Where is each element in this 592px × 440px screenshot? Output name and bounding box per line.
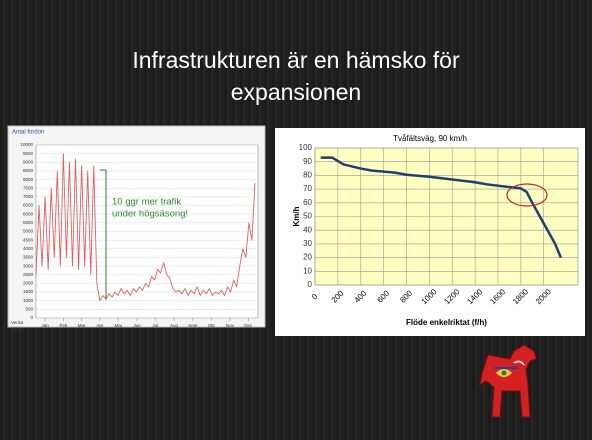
annotation: under högsäsong! bbox=[112, 209, 188, 220]
x-tick-label: Feb bbox=[59, 323, 67, 328]
x-tick-label: Aug bbox=[170, 323, 179, 328]
y-tick-label: 4500 bbox=[23, 237, 34, 242]
y-tick-label: 100 bbox=[299, 143, 313, 152]
y-tick-label: 5000 bbox=[23, 229, 34, 234]
y-tick-label: 8000 bbox=[23, 177, 34, 182]
y-tick-label: 1500 bbox=[23, 289, 34, 294]
x-tick-label: Nov bbox=[226, 323, 235, 328]
row-label: Månad bbox=[11, 326, 25, 332]
annotation: 10 ggr mer trafik bbox=[112, 197, 181, 208]
x-tick-label: Maj bbox=[114, 323, 121, 328]
charts: Antal fordon 0 500 1000 1500 2000 2500 3000 3500… bbox=[0, 0, 592, 440]
chart-title: Tvåfältsväg, 90 km/h bbox=[393, 134, 467, 143]
x-tick-label: Okt bbox=[208, 323, 216, 328]
y-tick-label: 8500 bbox=[23, 168, 34, 173]
x-tick-label: Jul bbox=[152, 323, 158, 328]
y-tick-label: 6000 bbox=[23, 211, 34, 216]
y-tick-label: 50 bbox=[303, 212, 312, 221]
y-tick-label: 5500 bbox=[23, 220, 34, 225]
y-tick-label: 80 bbox=[303, 171, 312, 180]
y-tick-label: 1000 bbox=[23, 298, 34, 303]
y-tick-label: 3000 bbox=[23, 263, 34, 268]
x-tick-label: Sept bbox=[188, 323, 198, 328]
x-tick-label: Mar bbox=[78, 323, 86, 328]
y-tick-label: 9500 bbox=[23, 151, 34, 156]
y-tick-label: 10000 bbox=[20, 142, 33, 147]
x-axis-label: Flöde enkelriktat (f/h) bbox=[406, 318, 487, 327]
y-axis-label: Km/h bbox=[292, 206, 301, 226]
y-tick-label: 6500 bbox=[23, 203, 34, 208]
y-tick-label: 2000 bbox=[23, 281, 34, 286]
y-tick-label: 3500 bbox=[23, 255, 34, 260]
y-tick-label: 70 bbox=[303, 184, 312, 193]
x-tick-label: Jan bbox=[41, 323, 49, 328]
chart-title: Antal fordon bbox=[12, 130, 44, 136]
y-tick-label: 7000 bbox=[23, 194, 34, 199]
y-tick-label: 90 bbox=[303, 157, 312, 166]
y-tick-label: 7500 bbox=[23, 185, 34, 190]
x-tick-label: Apr bbox=[96, 323, 104, 328]
y-tick-label: 20 bbox=[303, 253, 312, 262]
x-tick-label: Jun bbox=[133, 323, 141, 328]
y-tick-label: 30 bbox=[303, 239, 312, 248]
x-tick-label: Dec bbox=[244, 323, 253, 328]
y-tick-label: 40 bbox=[303, 225, 312, 234]
y-tick-label: 500 bbox=[25, 307, 33, 312]
y-tick-label: 0 bbox=[308, 280, 313, 289]
row-label: Vecka bbox=[11, 320, 24, 325]
slide: Infrastrukturen är en hämsko för expansi… bbox=[0, 0, 592, 440]
y-tick-label: 4000 bbox=[23, 246, 34, 251]
dala-horse bbox=[480, 345, 536, 417]
y-tick-label: 60 bbox=[303, 198, 312, 207]
y-tick-label: 10 bbox=[303, 266, 312, 275]
y-tick-label: 2500 bbox=[23, 272, 34, 277]
y-tick-label: 9000 bbox=[23, 159, 34, 164]
